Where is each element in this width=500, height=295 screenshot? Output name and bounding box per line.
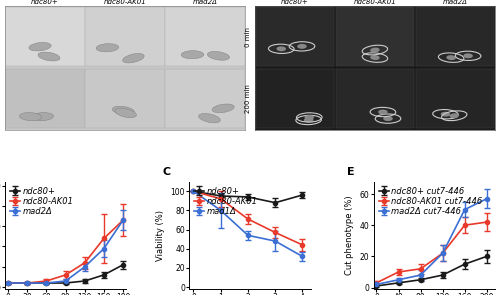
Text: A: A [0,0,9,1]
Text: 0 min: 0 min [245,27,251,47]
Ellipse shape [29,42,51,51]
Text: mad2Δ: mad2Δ [192,0,218,5]
Legend: ndc80+, ndc80-AK01, mad1Δ: ndc80+, ndc80-AK01, mad1Δ [194,186,258,217]
Text: ndc80-AK01: ndc80-AK01 [104,0,146,5]
Ellipse shape [378,109,388,114]
Ellipse shape [20,113,42,121]
Bar [165,69,245,128]
Ellipse shape [304,117,314,122]
Ellipse shape [198,114,220,123]
Text: C: C [162,167,171,177]
Text: ndc80+: ndc80+ [31,0,59,5]
Ellipse shape [31,113,54,121]
Text: ndc80+: ndc80+ [281,0,308,5]
Ellipse shape [276,46,286,51]
Y-axis label: Viability (%): Viability (%) [156,210,165,261]
Ellipse shape [446,55,456,60]
Ellipse shape [212,104,234,113]
Ellipse shape [297,44,307,49]
Bar [256,69,334,128]
Bar [5,7,85,66]
Y-axis label: Cut phenotype (%): Cut phenotype (%) [345,196,354,275]
Text: D: D [250,0,259,1]
Ellipse shape [304,115,314,120]
Bar [416,7,494,66]
Ellipse shape [370,47,380,53]
Bar [256,7,334,66]
Bar [5,69,85,128]
Ellipse shape [96,44,118,52]
Ellipse shape [182,51,204,59]
Ellipse shape [122,53,144,63]
Bar [336,69,414,128]
Ellipse shape [440,112,450,117]
Ellipse shape [383,116,393,121]
Text: mad2Δ: mad2Δ [442,0,468,5]
Legend: ndc80+ cut7-446, ndc80-AK01 cut7-446, mad2Δ cut7-446: ndc80+ cut7-446, ndc80-AK01 cut7-446, ma… [378,186,484,217]
Bar [336,7,414,66]
Ellipse shape [370,55,380,60]
Bar [85,7,165,66]
Ellipse shape [115,108,136,118]
Ellipse shape [112,106,134,115]
Legend: ndc80+, ndc80-AK01, mad2Δ: ndc80+, ndc80-AK01, mad2Δ [9,186,74,217]
Text: 0 min: 0 min [0,27,1,47]
Text: E: E [347,167,354,177]
Text: 200 min: 200 min [245,84,251,113]
Bar [416,69,494,128]
Ellipse shape [464,53,473,58]
Bar [85,69,165,128]
Bar [165,7,245,66]
Ellipse shape [450,113,459,118]
Ellipse shape [38,52,60,61]
Text: ndc80-AK01: ndc80-AK01 [354,0,397,5]
Text: 150 min: 150 min [0,84,1,113]
Ellipse shape [208,51,230,60]
